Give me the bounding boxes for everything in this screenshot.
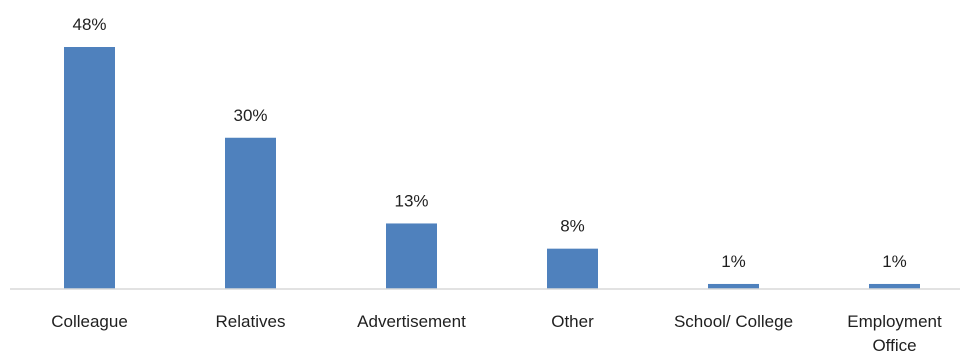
bar-value-label: 30% xyxy=(233,106,267,125)
category-label: Relatives xyxy=(216,312,286,331)
category-label: School/ College xyxy=(674,312,793,331)
bars-group xyxy=(64,47,920,289)
bar xyxy=(225,137,276,289)
data-labels-group: 48% 30% 13% 8% 1% 1% xyxy=(72,15,906,271)
category-label: Employment xyxy=(847,312,942,331)
bar xyxy=(708,283,759,289)
bar xyxy=(547,248,598,289)
category-label: Colleague xyxy=(51,312,128,331)
bar xyxy=(386,223,437,289)
bar-value-label: 48% xyxy=(72,15,106,34)
category-labels-group: Colleague Relatives Advertisement Other Scho… xyxy=(51,312,942,355)
bar-value-label: 13% xyxy=(394,191,428,210)
bar xyxy=(64,47,115,289)
category-label: Office xyxy=(872,336,916,355)
bar-value-label: 1% xyxy=(721,252,746,271)
bar xyxy=(869,283,920,289)
bar-value-label: 1% xyxy=(882,252,907,271)
bar-value-label: 8% xyxy=(560,217,585,236)
category-label: Advertisement xyxy=(357,312,466,331)
category-label: Other xyxy=(551,312,594,331)
